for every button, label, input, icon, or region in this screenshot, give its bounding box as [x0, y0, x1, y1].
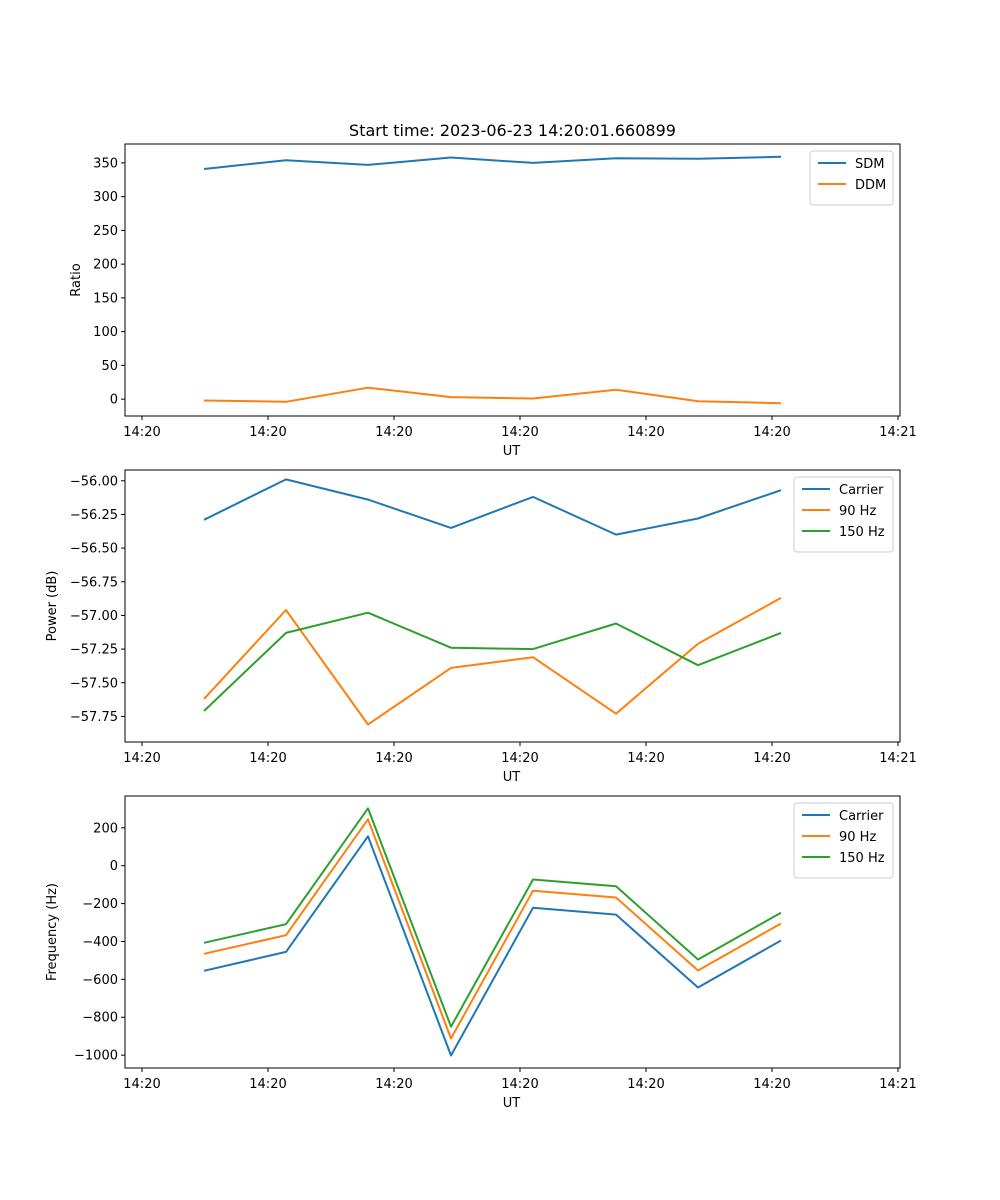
- y-tick-label: 150: [93, 291, 118, 306]
- series-line-ddm: [203, 386, 782, 405]
- y-tick-label: 350: [93, 156, 118, 171]
- chart-title: Start time: 2023-06-23 14:20:01.660899: [349, 121, 676, 140]
- y-axis-label: Power (dB): [45, 571, 60, 642]
- x-tick-label: 14:20: [627, 751, 664, 766]
- x-axis-label: UT: [503, 1096, 521, 1111]
- legend-label: Carrier: [839, 809, 884, 824]
- legend-label: DDM: [855, 178, 886, 193]
- y-tick-label: −57.75: [70, 710, 118, 725]
- x-axis-label: UT: [503, 770, 521, 785]
- legend-label: 150 Hz: [839, 851, 885, 866]
- x-tick-label: 14:20: [753, 1077, 790, 1092]
- y-tick-label: −56.00: [70, 474, 118, 489]
- x-tick-label: 14:20: [375, 425, 412, 440]
- x-axis-label: UT: [503, 444, 521, 459]
- x-tick-label: 14:20: [249, 751, 286, 766]
- y-tick-label: −800: [82, 1011, 118, 1026]
- y-tick-label: −56.75: [70, 575, 118, 590]
- y-tick-label: 50: [101, 359, 118, 374]
- y-tick-label: 300: [93, 190, 118, 205]
- series-line-carrier: [203, 478, 782, 536]
- legend-box: [793, 802, 894, 879]
- legend-box: [793, 476, 894, 553]
- chart-panel-1: Start time: 2023-06-23 14:20:01.660899 0 5…: [69, 121, 917, 459]
- x-tick-label: 14:20: [501, 425, 538, 440]
- y-axis-label: Frequency (Hz): [45, 883, 60, 981]
- series-line-carrier: [203, 835, 782, 1057]
- y-tick-label: 0: [110, 859, 118, 874]
- x-tick-label: 14:20: [375, 751, 412, 766]
- chart-panel-2: −57.75 −57.50 −57.25 −57.00 −56.75 −56.50 −56.…: [45, 469, 917, 785]
- legend: Carrier 90 Hz 150 Hz: [793, 802, 894, 879]
- x-tick-label: 14:20: [123, 1077, 160, 1092]
- legend-label: 150 Hz: [839, 525, 885, 540]
- legend-box: [809, 150, 894, 206]
- legend-label: 90 Hz: [839, 830, 876, 845]
- y-tick-label: −1000: [74, 1049, 118, 1064]
- x-tick-label: 14:21: [879, 1077, 916, 1092]
- x-tick-label: 14:20: [627, 425, 664, 440]
- series-line-90-hz: [203, 818, 782, 1040]
- x-tick-label: 14:20: [249, 1077, 286, 1092]
- legend-label: 90 Hz: [839, 504, 876, 519]
- legend: SDM DDM: [809, 150, 894, 206]
- legend: Carrier 90 Hz 150 Hz: [793, 476, 894, 553]
- y-tick-label: 200: [93, 821, 118, 836]
- chart-panel-3: −1000 −800 −600 −400 −200 0 200 14:20 14:20 14:20…: [45, 795, 917, 1111]
- x-tick-label: 14:20: [753, 751, 790, 766]
- series-line-150-hz: [203, 807, 782, 1028]
- y-tick-label: −56.50: [70, 542, 118, 557]
- x-tick-label: 14:20: [501, 1077, 538, 1092]
- y-tick-label: −56.25: [70, 508, 118, 523]
- y-tick-label: 0: [110, 393, 118, 408]
- x-tick-label: 14:20: [627, 1077, 664, 1092]
- y-tick-label: −57.25: [70, 643, 118, 658]
- plot-area: [124, 143, 901, 417]
- series-line-90-hz: [203, 597, 782, 726]
- y-tick-label: −600: [82, 973, 118, 988]
- x-tick-label: 14:20: [375, 1077, 412, 1092]
- y-tick-label: 200: [93, 258, 118, 273]
- plot-area: [124, 469, 901, 743]
- y-axis-label: Ratio: [69, 263, 84, 296]
- plot-area: [124, 795, 901, 1069]
- series-line-sdm: [203, 155, 782, 170]
- x-tick-label: 14:20: [249, 425, 286, 440]
- x-tick-label: 14:20: [501, 751, 538, 766]
- legend-label: SDM: [855, 157, 884, 172]
- series-line-150-hz: [203, 611, 782, 712]
- x-tick-label: 14:21: [879, 751, 916, 766]
- y-tick-label: −400: [82, 935, 118, 950]
- y-tick-label: −57.50: [70, 676, 118, 691]
- y-tick-label: −200: [82, 897, 118, 912]
- x-tick-label: 14:20: [753, 425, 790, 440]
- x-tick-label: 14:21: [879, 425, 916, 440]
- x-tick-label: 14:20: [123, 425, 160, 440]
- legend-label: Carrier: [839, 483, 884, 498]
- y-tick-label: −57.00: [70, 609, 118, 624]
- y-tick-label: 250: [93, 224, 118, 239]
- x-tick-label: 14:20: [123, 751, 160, 766]
- y-tick-label: 100: [93, 325, 118, 340]
